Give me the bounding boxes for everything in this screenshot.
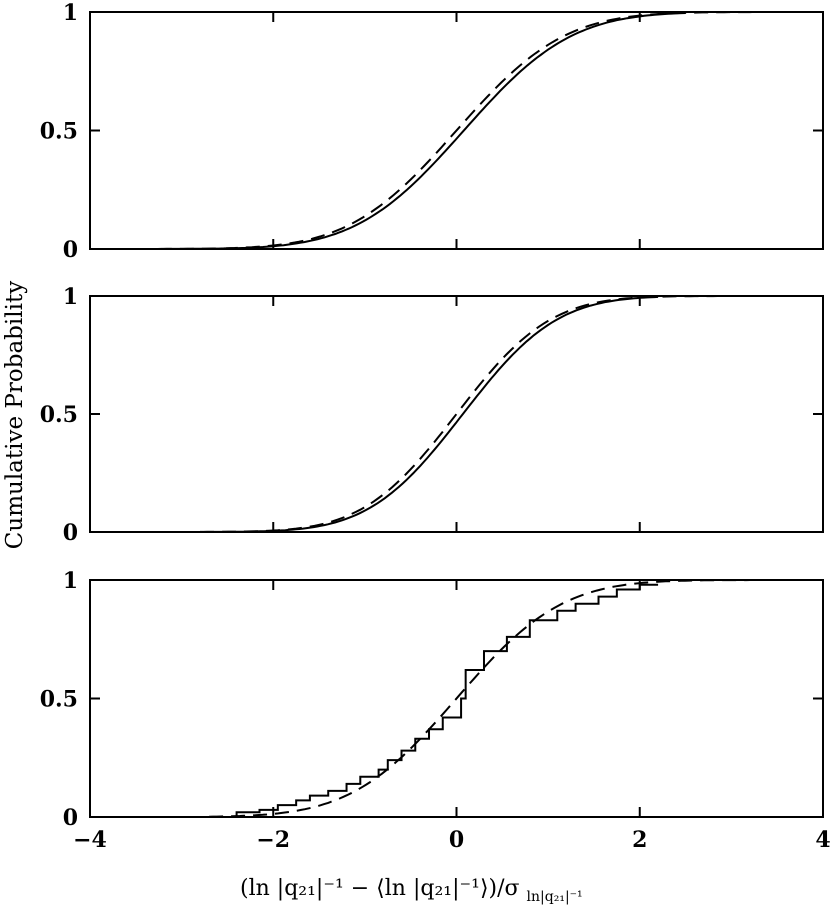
y-tick-label: 0 — [63, 520, 78, 546]
x-axis-label: (ln |q₂₁|⁻¹ − ⟨ln |q₂₁|⁻¹⟩)/σ ln|q₂₁|⁻¹ — [240, 876, 583, 905]
x-tick-label: 2 — [632, 827, 647, 853]
x-axis-label-main: (ln |q₂₁|⁻¹ − ⟨ln |q₂₁|⁻¹⟩)/σ — [240, 876, 520, 901]
panel-3: 0 0.5 1 −4 −2 0 2 4 — [40, 568, 830, 853]
dashed-series-line — [135, 11, 823, 250]
plot-frame — [89, 295, 824, 533]
y-tick-label: 1 — [63, 568, 78, 594]
x-tick-label: 4 — [815, 827, 830, 853]
x-axis-label-subscript: ln|q₂₁|⁻¹ — [527, 889, 583, 905]
y-axis-label: Cumulative Probability — [2, 281, 28, 549]
dashed-series-line — [90, 295, 823, 533]
panel-2: 00.51 — [40, 284, 824, 546]
panel-1: 00.51 — [40, 0, 824, 263]
y-tick-label: 1 — [63, 284, 78, 310]
y-tick-label: 0.5 — [40, 402, 78, 428]
x-tick-label: −4 — [73, 827, 107, 853]
step-series-line — [204, 583, 659, 818]
x-tick-label: −2 — [256, 827, 290, 853]
y-tick-label: 1 — [63, 0, 78, 26]
y-tick-label: 0 — [63, 237, 78, 263]
solid-series-line — [90, 295, 659, 533]
solid-series-line — [135, 12, 686, 250]
dashed-series-line — [209, 579, 823, 818]
y-tick-label: 0 — [63, 805, 78, 831]
y-tick-label: 0.5 — [40, 687, 78, 713]
y-tick-label: 0.5 — [40, 119, 78, 145]
x-tick-label: 0 — [449, 827, 464, 853]
